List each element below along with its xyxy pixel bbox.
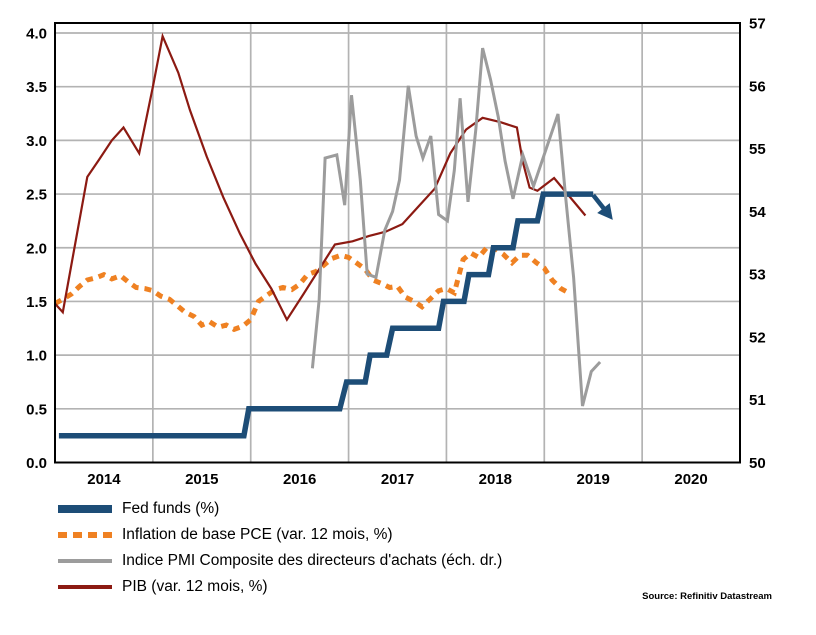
y-axis-left-tick-label: 3.0 bbox=[26, 133, 47, 150]
x-axis-tick-label: 2017 bbox=[381, 471, 414, 488]
series-pib-line bbox=[54, 32, 587, 322]
y-axis-left-tick-label: 1.0 bbox=[26, 348, 47, 365]
y-axis-right-tick-label: 56 bbox=[749, 78, 766, 95]
y-axis-left-tick-label: 4.0 bbox=[26, 26, 47, 43]
y-axis-left-tick-label: 3.5 bbox=[26, 79, 47, 96]
series-pmi-line bbox=[310, 47, 602, 407]
plot-border bbox=[54, 22, 741, 464]
x-axis-tick-label: 2020 bbox=[674, 471, 707, 488]
y-axis-right-tick-label: 57 bbox=[749, 16, 766, 33]
series-fed-funds-line bbox=[58, 191, 594, 439]
legend-swatch-pce-inflation bbox=[58, 532, 112, 538]
source-note: Source: Refinitiv Datastream bbox=[642, 591, 772, 602]
legend-swatch-pmi-composite bbox=[58, 559, 112, 563]
y-axis-right-tick-label: 52 bbox=[749, 329, 766, 346]
x-axis-tick-label: 2019 bbox=[577, 471, 610, 488]
y-axis-right-tick-label: 55 bbox=[749, 141, 766, 158]
y-axis-left-tick-label: 1.5 bbox=[26, 294, 47, 311]
y-axis-right-tick-label: 54 bbox=[749, 204, 766, 221]
legend-item-fed-funds: Fed funds (%) bbox=[58, 496, 502, 522]
x-axis-tick-label: 2018 bbox=[479, 471, 512, 488]
y-axis-left-tick-label: 2.0 bbox=[26, 240, 47, 257]
legend-item-pmi-composite: Indice PMI Composite des directeurs d'ac… bbox=[58, 548, 502, 574]
x-axis-tick-label: 2014 bbox=[87, 471, 121, 488]
fed-funds-forecast-arrow-head bbox=[597, 203, 613, 220]
fed-funds-forecast-arrow-shaft bbox=[591, 193, 608, 212]
legend-label-fed-funds: Fed funds (%) bbox=[122, 500, 220, 517]
x-axis-tick-label: 2016 bbox=[283, 471, 316, 488]
legend-item-pib: PIB (var. 12 mois, %) bbox=[58, 574, 502, 600]
legend-item-pce-inflation: Inflation de base PCE (var. 12 mois, %) bbox=[58, 522, 502, 548]
y-axis-right-tick-label: 50 bbox=[749, 455, 766, 472]
y-axis-left-tick-label: 0.0 bbox=[26, 455, 47, 472]
legend-swatch-fed-funds bbox=[58, 505, 112, 513]
legend-label-pmi-composite: Indice PMI Composite des directeurs d'ac… bbox=[122, 552, 503, 569]
legend-swatch-pib bbox=[58, 585, 112, 589]
chart-legend: Fed funds (%) Inflation de base PCE (var… bbox=[58, 496, 502, 600]
y-axis-right-tick-label: 53 bbox=[749, 267, 766, 284]
legend-label-pce-inflation: Inflation de base PCE (var. 12 mois, %) bbox=[122, 526, 393, 543]
x-axis-tick-label: 2015 bbox=[185, 471, 218, 488]
series-pce-line bbox=[53, 243, 570, 333]
y-axis-left-tick-label: 0.5 bbox=[26, 401, 47, 418]
y-axis-right-tick-label: 51 bbox=[749, 392, 766, 409]
legend-label-pib: PIB (var. 12 mois, %) bbox=[122, 578, 268, 595]
y-axis-left-tick-label: 2.5 bbox=[26, 187, 47, 204]
